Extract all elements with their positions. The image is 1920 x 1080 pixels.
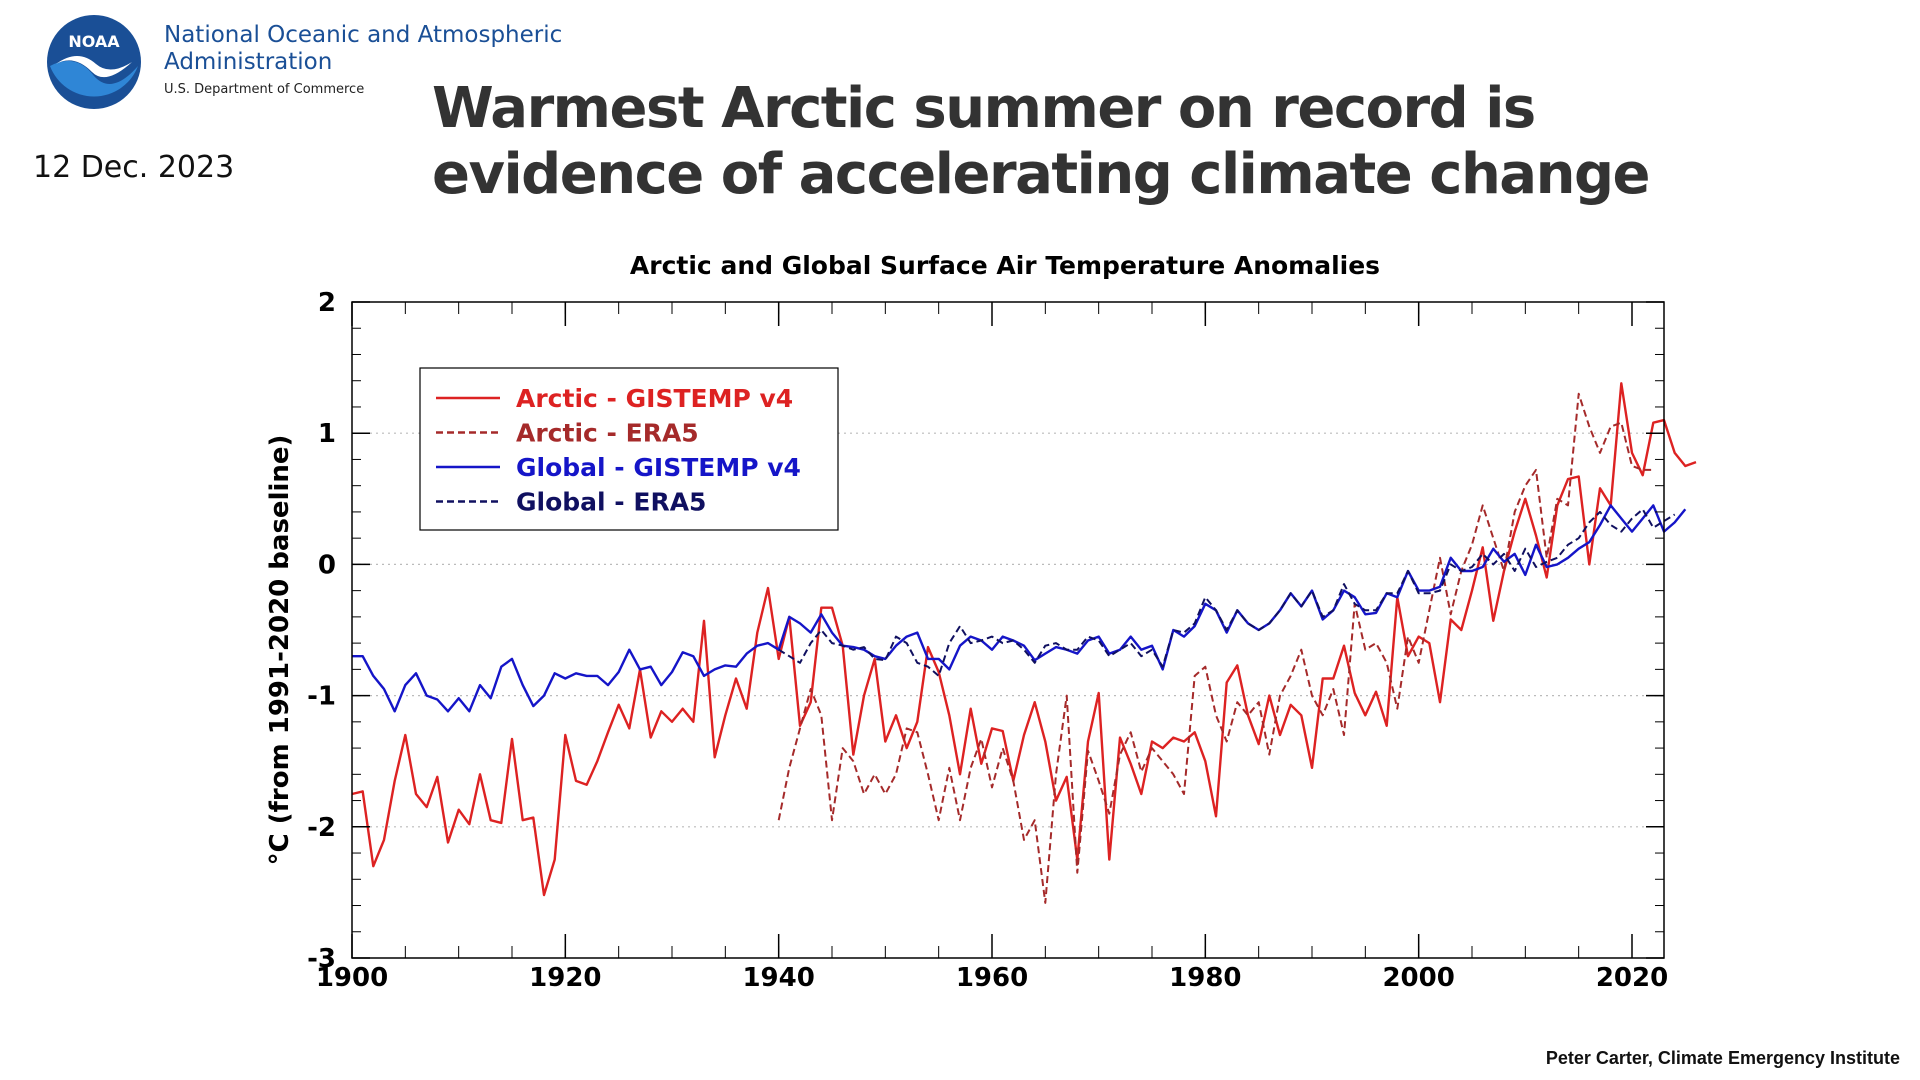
axis-ticks: -3 -2 -1 0 1 2 1900 1920 1940 1960 1980 2000 2020 <box>307 288 1668 993</box>
plot-frame <box>351 301 1665 959</box>
x-tick-label: 2020 <box>1596 963 1668 993</box>
series-lines <box>351 382 1697 904</box>
org-name-line2: Administration <box>164 49 333 75</box>
y-tick-label: 0 <box>318 550 336 580</box>
x-tick-label: 1940 <box>742 963 814 993</box>
x-tick-label: 1980 <box>1169 963 1241 993</box>
legend-box <box>419 367 839 531</box>
series-line-2 <box>352 504 1687 713</box>
noaa-logo: NOAA <box>47 15 141 109</box>
date-label: 12 Dec. 2023 <box>33 150 235 185</box>
x-tick-label: 1920 <box>529 963 601 993</box>
org-name-line1: National Oceanic and Atmospheric <box>164 22 563 48</box>
legend-entry: Arctic - ERA5 <box>516 419 699 448</box>
y-tick-label: -3 <box>307 944 336 974</box>
y-axis-label: °C (from 1991-2020 baseline) <box>265 435 295 866</box>
y-tick-label: 2 <box>318 288 336 318</box>
org-department: U.S. Department of Commerce <box>164 82 365 97</box>
x-tick-label: 2000 <box>1382 963 1454 993</box>
org-block: National Oceanic and Atmospheric Adminis… <box>164 22 562 97</box>
grid <box>352 432 1664 828</box>
y-tick-label: 1 <box>318 419 336 449</box>
legend-entry: Arctic - GISTEMP v4 <box>516 384 793 413</box>
y-tick-label: -1 <box>307 682 336 712</box>
headline: Warmest Arctic summer on record is evide… <box>432 76 1651 207</box>
logo-text: NOAA <box>68 32 120 51</box>
series-line-0 <box>351 382 1697 897</box>
x-tick-label: 1900 <box>316 963 388 993</box>
temperature-chart: Arctic and Global Surface Air Temperatur… <box>265 251 1697 993</box>
legend-entry: Global - GISTEMP v4 <box>516 453 801 482</box>
chart-title: Arctic and Global Surface Air Temperatur… <box>630 251 1380 280</box>
x-tick-label: 1960 <box>956 963 1028 993</box>
legend-entry: Global - ERA5 <box>516 488 706 517</box>
legend: Arctic - GISTEMP v4 Arctic - ERA5 Global -… <box>419 367 839 531</box>
series-line-3 <box>778 508 1676 677</box>
y-tick-label: -2 <box>307 813 336 843</box>
credit-label: Peter Carter, Climate Emergency Institut… <box>1545 1048 1900 1068</box>
